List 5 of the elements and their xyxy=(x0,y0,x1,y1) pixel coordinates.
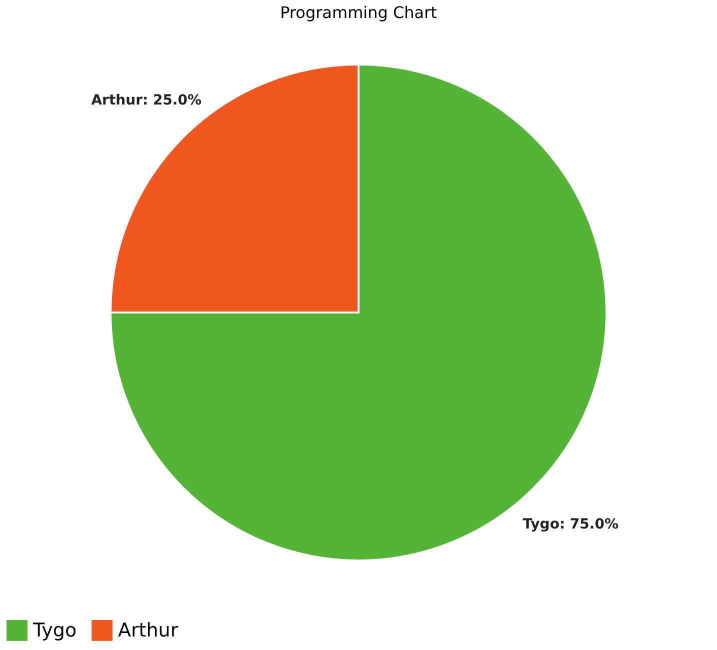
data-label: Arthur: 25.0% xyxy=(91,92,202,108)
legend-label: Arthur xyxy=(118,619,178,642)
data-label: Tygo: 75.0% xyxy=(522,516,618,533)
legend-label: Tygo xyxy=(32,619,77,642)
chart-title: Programming Chart xyxy=(280,3,437,22)
